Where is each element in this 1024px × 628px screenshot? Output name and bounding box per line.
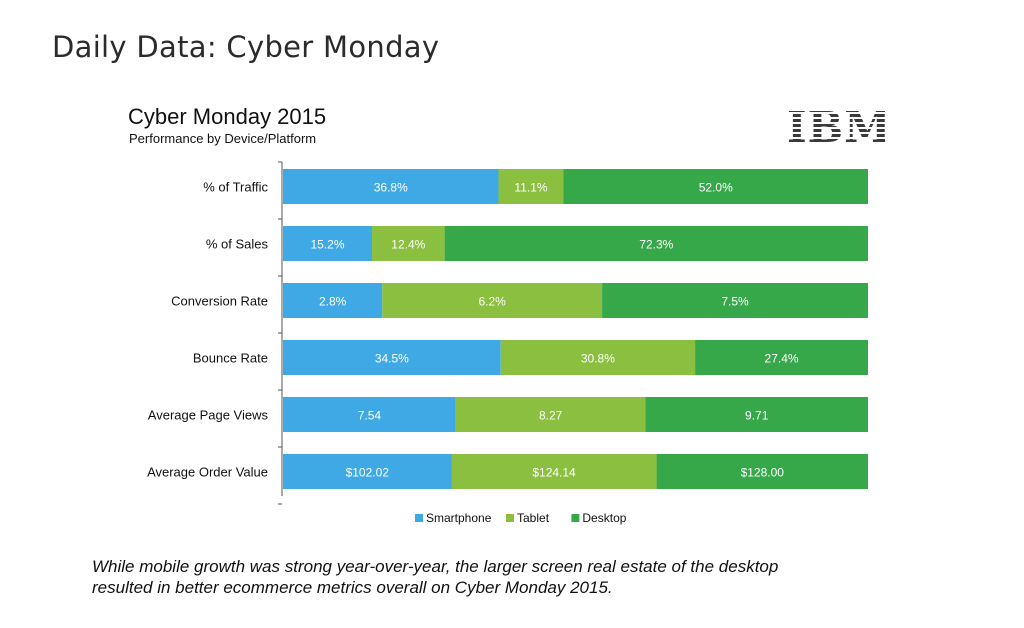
data-label: 2.8% xyxy=(319,295,347,309)
data-label: 72.3% xyxy=(639,238,673,252)
data-label: 6.2% xyxy=(479,295,507,309)
stacked-bar-chart: 36.8% 11.1% 52.0% 15.2% 12.4% 72.3% 2.8% 6.2% 7.… xyxy=(0,0,1024,540)
data-label: 52.0% xyxy=(699,181,733,195)
bar-group: 36.8% 11.1% 52.0% 15.2% 12.4% 72.3% 2.8% 6.2% 7.… xyxy=(283,169,868,489)
legend-label: Desktop xyxy=(582,511,626,525)
legend-label: Smartphone xyxy=(426,511,492,525)
data-label: 27.4% xyxy=(765,352,799,366)
data-label: $128.00 xyxy=(741,466,785,480)
category-label: % of Traffic xyxy=(203,180,268,195)
category-label: Average Order Value xyxy=(147,465,268,480)
category-label: Conversion Rate xyxy=(171,294,268,309)
data-label: 11.1% xyxy=(514,181,547,195)
caption: While mobile growth was strong year-over… xyxy=(92,556,952,598)
y-axis-ticks xyxy=(278,162,282,504)
caption-line-1: While mobile growth was strong year-over… xyxy=(92,556,952,577)
data-label: $124.14 xyxy=(532,466,576,480)
data-label: 15.2% xyxy=(310,238,344,252)
category-labels: % of Traffic % of Sales Conversion Rate Bou… xyxy=(147,180,268,480)
data-label: 7.5% xyxy=(721,295,749,309)
data-label: 9.71 xyxy=(745,409,769,423)
legend: Smartphone Tablet Desktop xyxy=(415,511,627,525)
data-label: $102.02 xyxy=(346,466,390,480)
category-label: Average Page Views xyxy=(148,408,269,423)
data-label: 36.8% xyxy=(374,181,408,195)
category-label: % of Sales xyxy=(206,237,269,252)
category-label: Bounce Rate xyxy=(193,351,268,366)
data-label: 34.5% xyxy=(375,352,409,366)
data-label: 7.54 xyxy=(358,409,382,423)
legend-swatch xyxy=(506,514,514,522)
caption-line-2: resulted in better ecommerce metrics ove… xyxy=(92,577,952,598)
data-label: 12.4% xyxy=(391,238,425,252)
legend-swatch xyxy=(571,514,579,522)
legend-swatch xyxy=(415,514,423,522)
legend-label: Tablet xyxy=(517,511,550,525)
data-label: 30.8% xyxy=(581,352,615,366)
data-label: 8.27 xyxy=(539,409,563,423)
